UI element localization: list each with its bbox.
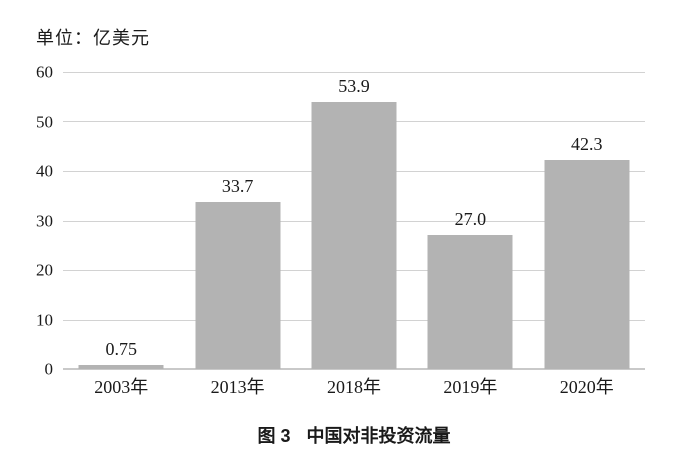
gridline bbox=[63, 72, 645, 73]
bar bbox=[427, 235, 513, 369]
y-tick-label: 10 bbox=[36, 310, 53, 329]
bar-value-label: 27.0 bbox=[454, 209, 487, 230]
plot-area: 0.75 2003年 33.7 2013年 53.9 2018年 27.0 2019年 42.3… bbox=[63, 72, 645, 396]
bar-slot: 33.7 2013年 bbox=[179, 72, 295, 396]
y-tick-label: 20 bbox=[36, 260, 53, 280]
y-tick-label: 30 bbox=[36, 211, 53, 230]
x-category-label: 2003年 bbox=[94, 377, 149, 397]
bar-value-label: 42.3 bbox=[571, 133, 603, 154]
caption-title: 中国对非投资流量 bbox=[306, 426, 451, 446]
bar bbox=[311, 102, 397, 369]
y-axis-labels: 0 10 20 30 40 50 60 bbox=[0, 64, 53, 378]
bar-value-label: 0.75 bbox=[105, 339, 137, 360]
y-tick-label: 50 bbox=[36, 112, 53, 131]
bar-value-label: 33.7 bbox=[221, 176, 254, 197]
y-tick-label: 40 bbox=[36, 161, 53, 181]
bar-value-label: 53.9 bbox=[338, 76, 370, 97]
bar bbox=[195, 202, 281, 369]
y-tick-label: 60 bbox=[36, 62, 53, 82]
bar-slot: 0.75 2003年 bbox=[63, 72, 179, 396]
bar bbox=[78, 365, 164, 369]
bar-slot: 42.3 2020年 bbox=[529, 72, 645, 396]
bar-slot: 27.0 2019年 bbox=[412, 72, 528, 396]
caption-figure-number: 图 3 bbox=[257, 426, 291, 446]
bar-slot: 53.9 2018年 bbox=[296, 72, 412, 396]
x-category-label: 2019年 bbox=[443, 377, 498, 397]
x-axis-baseline bbox=[63, 368, 645, 370]
x-category-label: 2018年 bbox=[326, 377, 381, 397]
x-category-label: 2013年 bbox=[210, 377, 265, 397]
bar bbox=[544, 159, 630, 369]
unit-label: 单位：亿美元 bbox=[36, 28, 150, 48]
x-category-label: 2020年 bbox=[559, 377, 614, 397]
y-tick-label: 0 bbox=[44, 359, 54, 379]
chart-caption: 图 3 中国对非投资流量 bbox=[63, 422, 645, 448]
